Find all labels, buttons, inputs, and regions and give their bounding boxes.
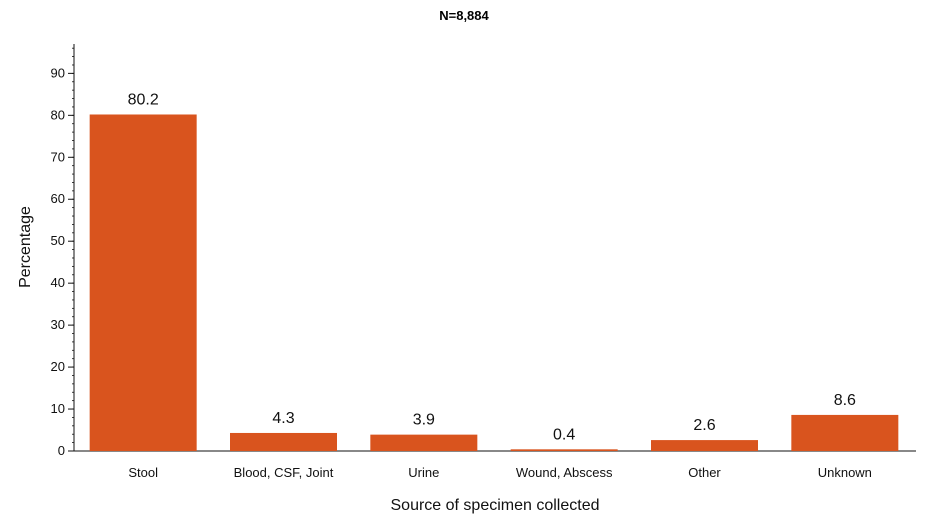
- y-tick-label: 10: [51, 401, 65, 416]
- y-tick-label: 20: [51, 359, 65, 374]
- bar: [791, 414, 899, 451]
- bar: [651, 440, 758, 451]
- data-label: 4.3: [272, 410, 294, 427]
- bar: [89, 114, 197, 451]
- chart-subtitle: N=8,884: [439, 8, 489, 23]
- y-axis-title: Percentage: [17, 206, 34, 288]
- data-label: 8.6: [834, 392, 856, 409]
- data-label: 80.2: [128, 91, 159, 108]
- bars: [89, 114, 899, 451]
- bar: [370, 434, 478, 451]
- x-tick-label: Wound, Abscess: [516, 465, 613, 480]
- x-tick-label: Other: [688, 465, 721, 480]
- data-labels: 80.2 4.3 3.9 0.4 2.6 8.6: [128, 91, 856, 443]
- y-tick-label: 90: [51, 65, 65, 80]
- x-tick-label: Blood, CSF, Joint: [234, 465, 334, 480]
- data-label: 0.4: [553, 426, 575, 443]
- x-tick-label: Urine: [408, 465, 439, 480]
- y-tick-label: 0: [58, 443, 65, 458]
- y-tick-label: 40: [51, 275, 65, 290]
- y-tick-label: 50: [51, 233, 65, 248]
- x-axis-title: Source of specimen collected: [391, 497, 600, 514]
- x-tick-label: Stool: [128, 465, 158, 480]
- axes: 0 10 20 30 40 50 60 70 80 90: [51, 44, 916, 458]
- x-tick-label: Unknown: [818, 465, 872, 480]
- category-labels: Stool Blood, CSF, Joint Urine Wound, Absces…: [128, 465, 872, 480]
- bar: [230, 432, 337, 451]
- y-tick-label: 30: [51, 317, 65, 332]
- y-tick-label: 80: [51, 107, 65, 122]
- y-tick-label: 70: [51, 149, 65, 164]
- data-label: 2.6: [693, 417, 715, 434]
- y-tick-label: 60: [51, 191, 65, 206]
- bar: [510, 449, 618, 451]
- data-label: 3.9: [413, 412, 435, 429]
